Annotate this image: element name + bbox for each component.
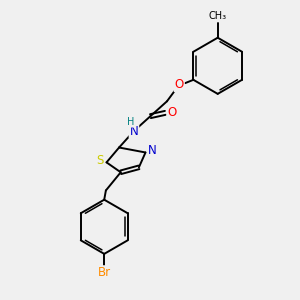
Text: Br: Br — [98, 266, 111, 279]
Text: O: O — [167, 106, 176, 119]
Text: S: S — [96, 154, 103, 167]
Text: H: H — [127, 117, 134, 127]
Text: CH₃: CH₃ — [208, 11, 227, 21]
Text: N: N — [130, 124, 138, 137]
Text: N: N — [148, 144, 157, 157]
Text: O: O — [175, 78, 184, 91]
